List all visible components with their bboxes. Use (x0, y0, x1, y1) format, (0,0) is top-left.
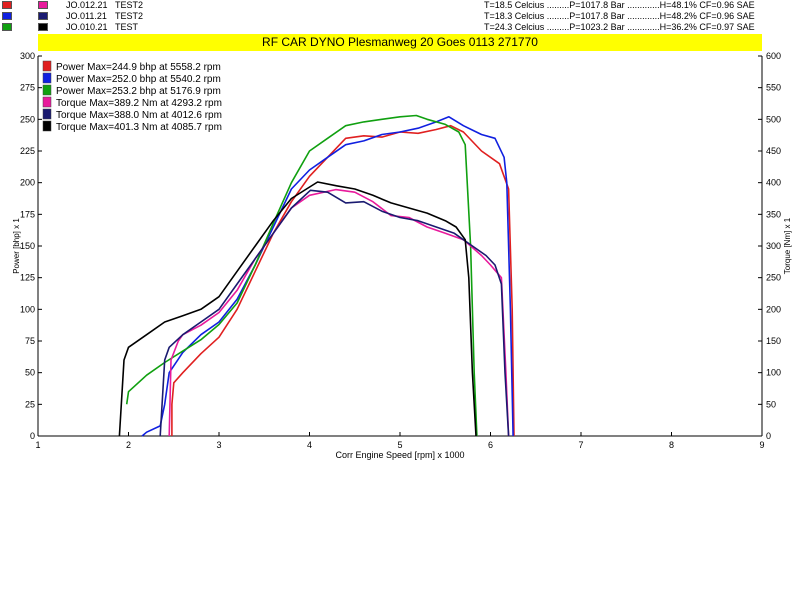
legend-label: Torque Max=401.3 Nm at 4085.7 rpm (56, 122, 222, 133)
y-tick-label-left: 50 (25, 368, 35, 378)
power-color-swatch (2, 1, 12, 9)
x-tick-label: 2 (126, 440, 131, 450)
series-line-6 (118, 181, 477, 437)
legend-label: Power Max=252.0 bhp at 5540.2 rpm (56, 74, 221, 85)
legend-label: Torque Max=389.2 Nm at 4293.2 rpm (56, 98, 222, 109)
y-tick-label-right: 50 (766, 399, 776, 409)
legend-swatch (42, 108, 52, 120)
run-id: JO.012.21 (66, 0, 108, 10)
run-conditions: T=24.3 Celcius .........P=1023.2 Bar ...… (484, 22, 755, 32)
series-line-1 (171, 124, 515, 437)
y-tick-label-right: 500 (766, 114, 781, 124)
x-axis-title: Corr Engine Speed [rpm] x 1000 (335, 450, 464, 460)
x-tick-label: 4 (307, 440, 312, 450)
run-conditions: T=18.5 Celcius .........P=1017.8 Bar ...… (484, 0, 755, 10)
y-tick-label-left: 300 (20, 51, 35, 61)
torque-color-swatch (38, 23, 48, 31)
x-tick-label: 3 (216, 440, 221, 450)
y-tick-label-left: 175 (20, 209, 35, 219)
series-line-4 (168, 188, 510, 437)
y-tick-label-left: 150 (20, 241, 35, 251)
series-line-5 (159, 189, 510, 437)
y-tick-label-right: 450 (766, 146, 781, 156)
y-tick-label-left: 225 (20, 146, 35, 156)
torque-color-swatch (38, 12, 48, 20)
run-name: TEST (115, 22, 139, 32)
y-axis-title-left: Power [bhp] x 1 (12, 218, 21, 274)
y-tick-label-right: 100 (766, 368, 781, 378)
legend-swatch (42, 96, 52, 108)
x-tick-label: 9 (759, 440, 764, 450)
y-tick-label-right: 150 (766, 336, 781, 346)
legend-label: Power Max=244.9 bhp at 5558.2 rpm (56, 62, 221, 73)
y-tick-label-left: 200 (20, 178, 35, 188)
legend-label: Power Max=253.2 bhp at 5176.9 rpm (56, 86, 221, 97)
y-tick-label-left: 275 (20, 83, 35, 93)
run-id: JO.011.21 (66, 11, 107, 21)
y-tick-label-left: 25 (25, 399, 35, 409)
y-tick-label-right: 300 (766, 241, 781, 251)
y-tick-label-left: 0 (30, 431, 35, 441)
series-line-2 (141, 116, 514, 437)
run-name: TEST2 (115, 0, 144, 10)
power-color-swatch (2, 12, 12, 20)
legend-swatch (42, 72, 52, 84)
x-tick-label: 6 (488, 440, 493, 450)
legend-label: Torque Max=388.0 Nm at 4012.6 rpm (56, 110, 222, 121)
x-tick-label: 1 (35, 440, 40, 450)
y-tick-label-right: 0 (766, 431, 771, 441)
y-tick-label-left: 100 (20, 304, 35, 314)
series-line-3 (125, 114, 478, 437)
dyno-banner: RF CAR DYNO Plesmanweg 20 Goes 0113 2717… (38, 34, 762, 51)
x-tick-label: 8 (669, 440, 674, 450)
y-tick-label-right: 600 (766, 51, 781, 61)
y-tick-label-left: 75 (25, 336, 35, 346)
power-color-swatch (2, 23, 12, 31)
y-tick-label-right: 200 (766, 304, 781, 314)
x-tick-label: 5 (397, 440, 402, 450)
run-id: JO.010.21 (66, 22, 108, 32)
legend-swatch (42, 60, 52, 72)
y-tick-label-right: 550 (766, 83, 781, 93)
y-axis-title-right: Torque [Nm] x 1 (783, 217, 792, 274)
run-name: TEST2 (115, 11, 144, 21)
x-tick-label: 7 (578, 440, 583, 450)
run-header: JO.012.21 TEST2 JO.011.21 TEST2 JO.010.2… (0, 0, 800, 34)
y-tick-label-right: 400 (766, 178, 781, 188)
dyno-chart: 0255075100125150175200225250275300050100… (12, 51, 792, 460)
y-tick-label-right: 250 (766, 273, 781, 283)
y-tick-label-right: 350 (766, 209, 781, 219)
legend-swatch (42, 84, 52, 96)
run-conditions: T=18.3 Celcius .........P=1017.8 Bar ...… (484, 11, 755, 21)
y-tick-label-left: 125 (20, 273, 35, 283)
torque-color-swatch (38, 1, 48, 9)
legend-swatch (42, 120, 52, 132)
y-tick-label-left: 250 (20, 114, 35, 124)
